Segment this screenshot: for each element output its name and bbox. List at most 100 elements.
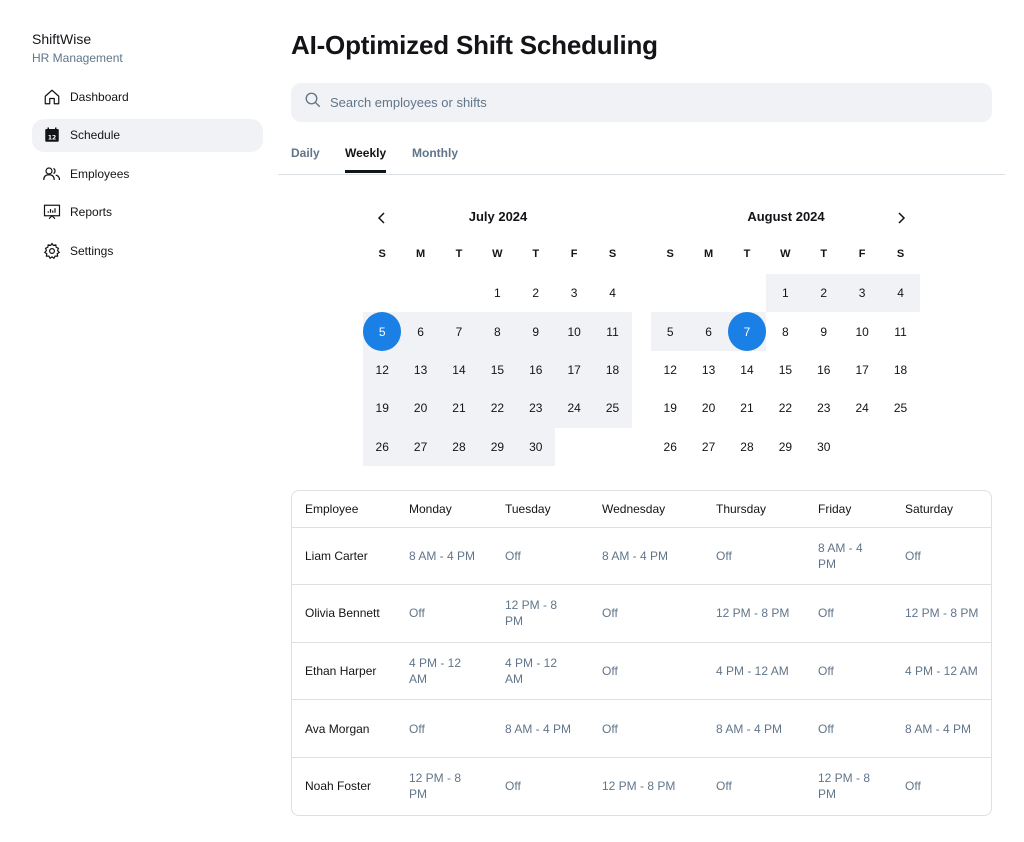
calendar-day[interactable]: 2 <box>804 274 843 313</box>
calendar-day[interactable]: 5 <box>651 312 690 351</box>
tab-weekly[interactable]: Weekly <box>345 146 387 173</box>
tab-monthly[interactable]: Monthly <box>412 146 458 160</box>
calendar-day[interactable]: 15 <box>778 362 793 377</box>
calendar-day[interactable]: 22 <box>778 401 793 416</box>
employee-name: Noah Foster <box>292 756 396 815</box>
calendar-day[interactable]: 29 <box>778 439 793 454</box>
sidebar-item-settings[interactable]: Settings <box>32 234 263 267</box>
sidebar-item-label: Reports <box>70 205 113 219</box>
calendar-day[interactable]: 14 <box>740 362 754 377</box>
search-icon <box>304 91 322 114</box>
calendar-day[interactable]: 11 <box>593 312 632 351</box>
calendar-day[interactable]: 9 <box>820 324 828 339</box>
calendar-day[interactable]: 17 <box>554 350 594 390</box>
calendar-day[interactable]: 24 <box>855 401 869 416</box>
shift-cell: 12 PM - 8 PM <box>805 756 892 815</box>
calendar-day[interactable]: 16 <box>817 362 831 377</box>
calendar-empty-cell <box>440 274 478 312</box>
calendar-day[interactable]: 10 <box>855 324 869 339</box>
shift-cell: 4 PM - 12 AM <box>892 641 991 700</box>
calendar-day[interactable]: 7 <box>439 312 479 351</box>
calendar-day[interactable]: 12 <box>663 362 677 377</box>
shift-cell: 8 AM - 4 PM <box>818 540 863 571</box>
chevron-left-icon[interactable] <box>373 209 391 227</box>
sidebar-item-dashboard[interactable]: Dashboard <box>32 80 263 113</box>
calendar-day[interactable]: 29 <box>478 427 517 466</box>
calendar-day[interactable]: 16 <box>516 350 555 390</box>
shift-cell: Off <box>589 584 703 643</box>
shift-cell: Off <box>805 641 892 700</box>
calendar-day[interactable]: 17 <box>855 362 869 377</box>
calendar-day[interactable]: 12 <box>363 350 402 390</box>
calendar-grid: S M T W T F S 1 2 3 4 5 6 7 8 9 10 11 12 13 14 15 16 17 18 19 20 21… <box>651 234 921 466</box>
shift-cell: 8 AM - 4 PM <box>602 548 669 563</box>
calendar-empty-cell <box>401 274 439 312</box>
sidebar-item-reports[interactable]: Reports <box>32 196 263 229</box>
calendar-day[interactable]: 2 <box>532 286 540 301</box>
calendar-day[interactable]: 20 <box>401 389 440 428</box>
sidebar-item-label: Dashboard <box>70 89 129 104</box>
calendar-day[interactable]: 14 <box>439 350 479 390</box>
calendar-day[interactable]: 25 <box>593 389 632 428</box>
calendar-day[interactable]: 15 <box>478 350 517 390</box>
calendar-day[interactable]: 1 <box>766 274 805 313</box>
tab-daily[interactable]: Daily <box>291 146 320 160</box>
calendar-day[interactable]: 4 <box>609 286 616 301</box>
calendar-day[interactable]: 26 <box>363 427 402 466</box>
weekday-label: T <box>820 248 828 260</box>
calendar-day[interactable]: 23 <box>516 389 555 428</box>
calendar-day[interactable]: 30 <box>516 427 555 466</box>
calendar-day[interactable]: 9 <box>516 312 555 351</box>
calendar-day[interactable]: 13 <box>701 362 716 377</box>
shift-cell: Off <box>703 756 805 815</box>
calendar-day-selected[interactable]: 7 <box>727 312 767 352</box>
chevron-right-icon[interactable] <box>892 209 910 227</box>
calendar-day[interactable]: 13 <box>401 350 440 390</box>
presentation-chart-icon <box>42 202 62 222</box>
calendar-day[interactable]: 3 <box>842 274 882 313</box>
brand-subtitle: HR Management <box>32 51 123 65</box>
search-input[interactable] <box>330 95 930 110</box>
calendar-day[interactable]: 3 <box>570 286 578 301</box>
calendar-day[interactable]: 30 <box>817 439 831 454</box>
gear-icon <box>42 241 62 261</box>
employee-name: Olivia Bennett <box>292 584 396 643</box>
weekday-label: T <box>743 248 751 260</box>
calendar-day[interactable]: 22 <box>478 389 517 428</box>
calendar-day[interactable]: 10 <box>554 312 594 351</box>
shift-cell: Off <box>892 756 991 815</box>
calendar-day[interactable]: 8 <box>478 312 517 351</box>
calendar-day[interactable]: 21 <box>740 401 754 416</box>
sidebar-item-schedule[interactable]: 12 Schedule <box>32 118 263 152</box>
calendar-day[interactable]: 27 <box>701 439 716 454</box>
calendar-day[interactable]: 6 <box>401 312 440 351</box>
brand-name: ShiftWise <box>32 31 92 47</box>
calendar-header: July 2024 <box>363 200 633 234</box>
calendar-day-selected[interactable]: 5 <box>363 312 402 352</box>
calendar-day[interactable]: 27 <box>401 427 440 466</box>
calendar-day[interactable]: 11 <box>894 324 907 339</box>
calendar-day[interactable]: 18 <box>593 350 632 390</box>
calendar-day[interactable]: 26 <box>663 439 677 454</box>
calendar-day[interactable]: 8 <box>782 324 789 339</box>
calendar-day[interactable]: 24 <box>554 389 594 428</box>
schedule-table: Employee Monday Tuesday Wednesday Thursday Fr… <box>291 490 992 816</box>
calendar-day[interactable]: 21 <box>439 389 479 428</box>
calendar-day[interactable]: 1 <box>494 286 501 301</box>
sidebar-item-employees[interactable]: Employees <box>32 157 263 190</box>
column-header: Saturday <box>892 491 991 528</box>
calendar-day[interactable]: 19 <box>663 401 677 416</box>
calendar-month-title: July 2024 <box>468 209 528 224</box>
calendar-day[interactable]: 28 <box>740 439 754 454</box>
calendar-day[interactable]: 28 <box>439 427 479 466</box>
calendar-day[interactable]: 25 <box>893 401 908 416</box>
calendar-day[interactable]: 6 <box>689 312 728 351</box>
employee-name: Ethan Harper <box>292 641 396 700</box>
calendar-day[interactable]: 18 <box>893 362 908 377</box>
calendar-day[interactable]: 23 <box>817 401 831 416</box>
calendar-day[interactable]: 20 <box>701 401 716 416</box>
shift-cell: 12 PM - 8 PM <box>492 584 589 643</box>
calendar-day[interactable]: 4 <box>881 274 920 313</box>
calendar-day[interactable]: 19 <box>363 389 402 428</box>
weekday-label: F <box>570 248 578 260</box>
